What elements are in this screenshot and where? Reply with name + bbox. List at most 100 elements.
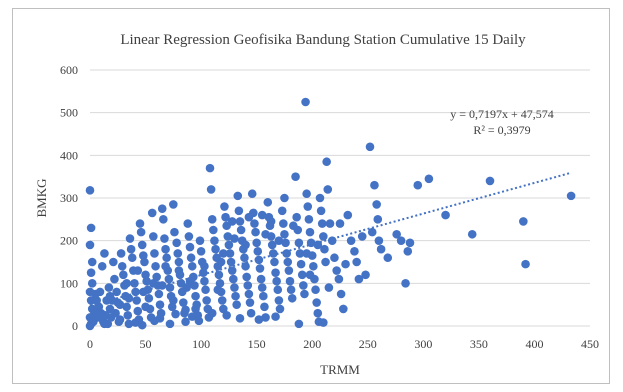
data-point xyxy=(201,285,210,295)
x-tick-label: 50 xyxy=(140,337,152,351)
data-point xyxy=(191,291,200,301)
data-point xyxy=(271,268,280,277)
data-point xyxy=(241,240,250,250)
data-point xyxy=(250,219,259,228)
data-point xyxy=(101,311,110,320)
data-point xyxy=(291,172,300,181)
data-point xyxy=(300,289,309,299)
data-point xyxy=(122,302,131,312)
data-point xyxy=(171,309,180,319)
data-point xyxy=(302,189,311,199)
data-point xyxy=(209,225,218,235)
data-point xyxy=(116,249,126,258)
data-point xyxy=(181,317,190,327)
data-point xyxy=(280,229,289,239)
data-point xyxy=(122,279,131,288)
data-point xyxy=(281,238,290,248)
data-point xyxy=(277,206,287,216)
data-point xyxy=(243,281,253,290)
y-tick-label: 0 xyxy=(72,319,78,333)
data-point xyxy=(319,318,328,327)
data-point xyxy=(273,285,283,295)
data-point xyxy=(174,257,184,267)
data-point xyxy=(370,180,379,190)
data-point xyxy=(256,274,266,284)
data-point xyxy=(234,206,244,216)
data-point xyxy=(132,296,141,305)
data-point xyxy=(135,219,145,228)
data-point xyxy=(383,253,393,263)
data-point xyxy=(86,268,96,277)
data-point xyxy=(403,247,413,256)
chart-title: Linear Regression Geofisika Bandung Stat… xyxy=(120,32,526,48)
data-point xyxy=(87,279,97,288)
x-tick-label: 450 xyxy=(581,337,599,351)
data-point xyxy=(365,142,375,152)
data-point xyxy=(284,266,294,275)
data-point xyxy=(367,227,377,237)
data-point xyxy=(295,249,305,258)
data-point xyxy=(124,319,134,329)
data-point xyxy=(413,180,423,190)
data-point xyxy=(350,247,359,256)
data-point xyxy=(255,264,265,273)
data-point xyxy=(172,238,181,248)
data-point xyxy=(257,283,267,292)
data-point xyxy=(136,227,146,237)
data-point xyxy=(566,191,576,201)
data-point xyxy=(485,176,495,186)
data-point xyxy=(263,197,273,207)
data-point xyxy=(294,238,304,248)
data-point xyxy=(174,266,184,275)
data-point xyxy=(159,215,168,224)
data-point xyxy=(259,291,268,301)
data-point xyxy=(200,276,209,286)
data-point xyxy=(95,287,105,297)
data-point xyxy=(235,217,245,226)
data-point xyxy=(252,238,261,248)
data-point xyxy=(297,270,307,280)
data-point xyxy=(374,236,384,245)
data-point xyxy=(104,283,114,292)
data-point xyxy=(405,238,415,248)
data-point xyxy=(109,257,118,267)
data-point xyxy=(274,236,284,245)
data-point xyxy=(111,308,120,318)
y-tick-label: 500 xyxy=(60,106,78,120)
data-point xyxy=(149,232,158,241)
data-point xyxy=(115,315,125,324)
data-point xyxy=(170,227,179,237)
data-point xyxy=(131,318,140,327)
data-point xyxy=(339,304,348,314)
data-point xyxy=(305,227,315,237)
data-point xyxy=(401,279,410,288)
data-point xyxy=(230,234,239,243)
data-point xyxy=(354,274,364,284)
data-point xyxy=(302,249,311,258)
data-point xyxy=(184,232,194,241)
data-point xyxy=(244,289,254,299)
data-point xyxy=(194,316,204,326)
data-point xyxy=(179,298,188,307)
data-point xyxy=(254,255,264,265)
data-point xyxy=(157,281,167,290)
data-point xyxy=(157,204,167,213)
data-point xyxy=(227,266,237,275)
data-point xyxy=(285,276,295,286)
data-point xyxy=(147,208,157,218)
data-point xyxy=(235,314,245,323)
data-point xyxy=(316,206,326,216)
data-point xyxy=(245,298,255,307)
data-point xyxy=(227,217,237,226)
data-point xyxy=(133,266,143,275)
data-point xyxy=(240,253,249,263)
data-point xyxy=(305,270,315,280)
x-tick-label: 100 xyxy=(192,337,210,351)
data-point xyxy=(185,276,195,286)
data-point xyxy=(373,215,383,224)
data-point xyxy=(247,189,257,199)
data-point xyxy=(142,276,151,286)
data-point xyxy=(270,257,279,267)
x-tick-label: 300 xyxy=(414,337,432,351)
